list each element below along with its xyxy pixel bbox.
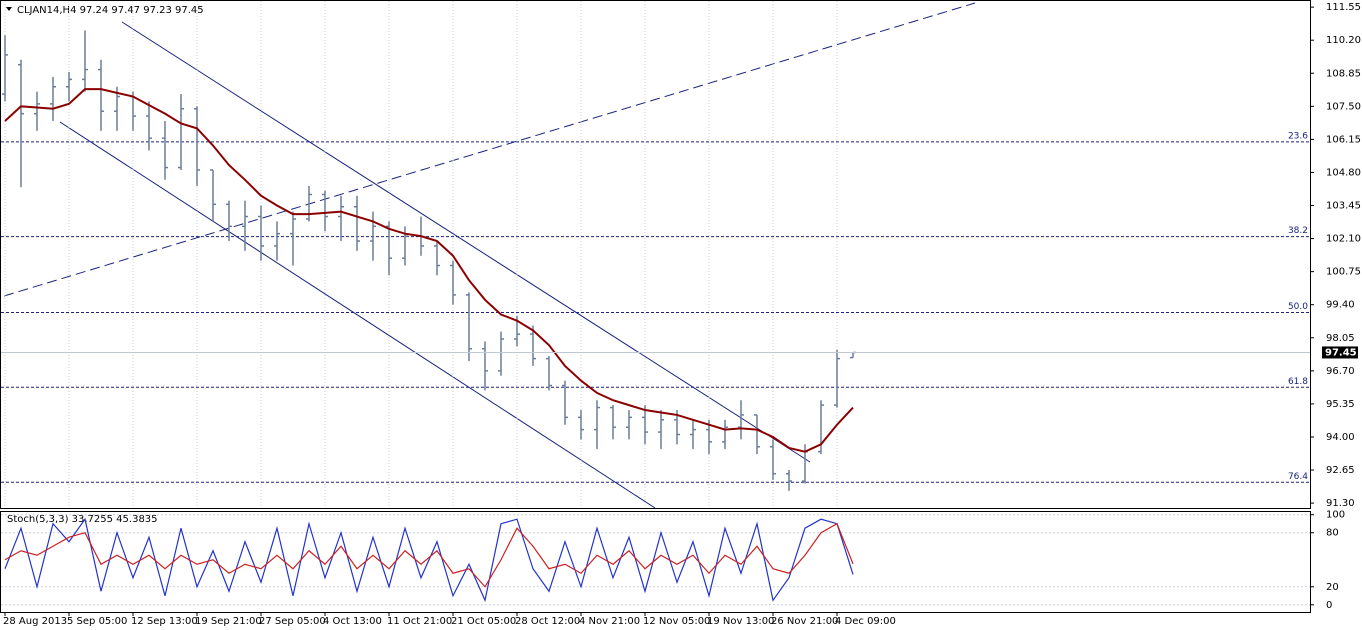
x-tick-label: 4 Dec 09:00 <box>835 616 896 627</box>
y-tick-label: 106.15 <box>1326 134 1361 145</box>
y-tick-label: 20 <box>1326 582 1339 593</box>
last-price-box <box>1322 346 1358 359</box>
y-tick-label: 92.65 <box>1326 465 1355 476</box>
y-tick-label: 102.10 <box>1326 234 1361 245</box>
fib-label: 50.0 <box>1288 302 1308 312</box>
fib-label: 76.4 <box>1288 472 1308 482</box>
y-tick-label: 94.00 <box>1326 432 1355 443</box>
y-tick-label: 104.80 <box>1326 167 1361 178</box>
x-tick-label: 19 Nov 13:00 <box>707 616 774 627</box>
fib-label: 23.6 <box>1288 131 1308 141</box>
last-price-label: 97.45 <box>1325 347 1357 358</box>
x-tick-label: 5 Sep 05:00 <box>67 616 127 627</box>
x-tick-label: 26 Nov 21:00 <box>771 616 838 627</box>
y-tick-label: 107.50 <box>1326 101 1361 112</box>
stoch-panel <box>0 511 1311 613</box>
x-tick-label: 12 Sep 13:00 <box>131 616 198 627</box>
y-tick-label: 91.30 <box>1326 498 1355 509</box>
header-icon <box>6 7 12 11</box>
stoch-title: Stoch(5,3,3) 33.7255 45.3835 <box>7 514 158 525</box>
x-tick-label: 19 Sep 21:00 <box>195 616 262 627</box>
trend-line <box>3 2 976 297</box>
y-tick-label: 100 <box>1326 510 1345 521</box>
y-tick-label: 96.70 <box>1326 366 1355 377</box>
y-tick-label: 99.40 <box>1326 300 1355 311</box>
y-tick-label: 80 <box>1326 528 1339 539</box>
y-tick-label: 111.55 <box>1326 2 1361 13</box>
stoch-d <box>4 522 854 588</box>
channel-lower <box>59 121 656 509</box>
x-tick-label: 4 Nov 21:00 <box>579 616 640 627</box>
y-tick-label: 95.35 <box>1326 399 1355 410</box>
y-tick-label: 103.45 <box>1326 201 1361 212</box>
x-tick-label: 21 Oct 05:00 <box>451 616 516 627</box>
x-tick-label: 28 Aug 2013 <box>3 616 67 627</box>
x-tick-label: 4 Oct 13:00 <box>323 616 382 627</box>
fib-label: 38.2 <box>1288 226 1308 236</box>
y-tick-label: 100.75 <box>1326 267 1361 278</box>
y-tick-label: 98.05 <box>1326 333 1355 344</box>
fib-label: 61.8 <box>1288 377 1308 387</box>
y-tick-label: 110.20 <box>1326 35 1361 46</box>
stoch-k <box>4 517 854 603</box>
channel-upper <box>121 21 811 463</box>
y-tick-label: 0 <box>1326 600 1332 611</box>
x-tick-label: 28 Oct 12:00 <box>515 616 580 627</box>
x-tick-label: 27 Sep 05:00 <box>259 616 326 627</box>
x-tick-label: 12 Nov 05:00 <box>643 616 710 627</box>
x-tick-label: 11 Oct 21:00 <box>387 616 452 627</box>
chart-title: CLJAN14,H4 97.24 97.47 97.23 97.45 <box>17 5 204 16</box>
y-tick-label: 108.85 <box>1326 68 1361 79</box>
price-panel <box>0 0 1311 509</box>
moving-average <box>4 88 854 453</box>
